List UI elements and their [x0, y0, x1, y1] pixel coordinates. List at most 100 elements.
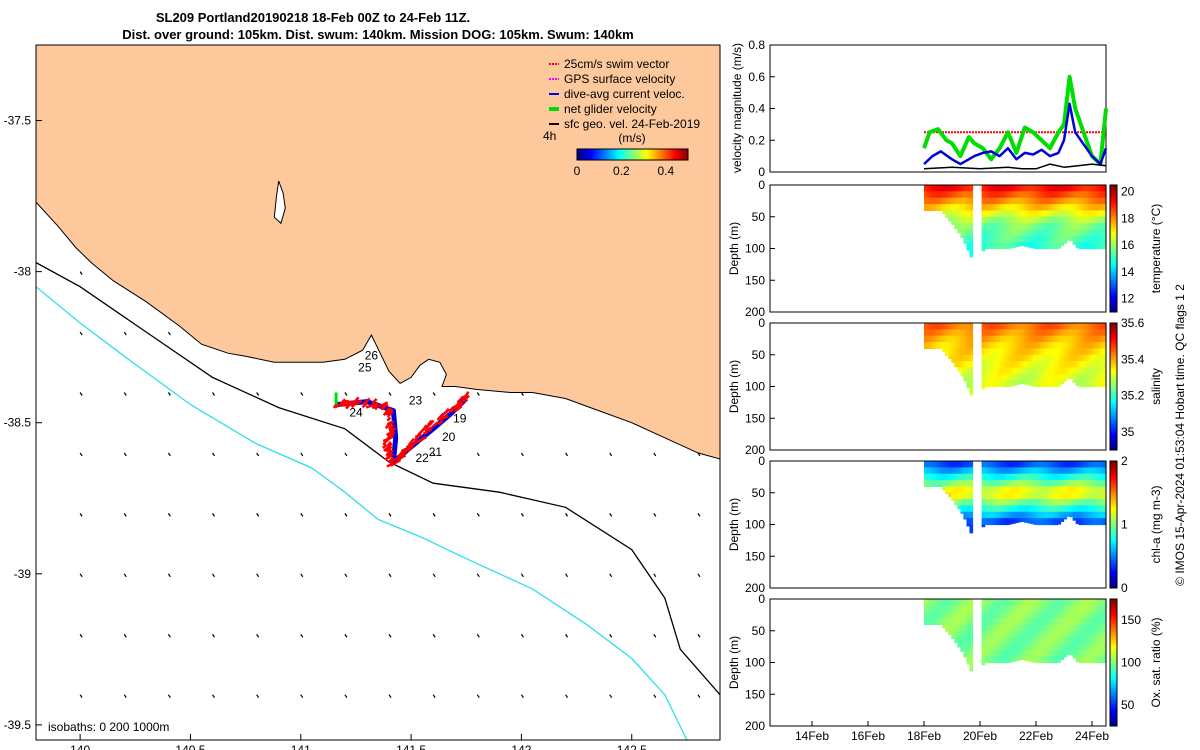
section-cell-1-380	[1063, 348, 1068, 356]
swim-vector-92	[427, 419, 433, 426]
section-cell-0-10	[930, 197, 934, 205]
section-cell-0-484	[1096, 185, 1101, 192]
section-cell-0-359	[1057, 204, 1062, 211]
map-colorbar-cell-30	[607, 149, 609, 160]
section-cell-1-394	[1066, 373, 1071, 379]
geo-vector-61	[123, 633, 127, 638]
section-cell-1-96	[969, 342, 974, 349]
sec-colorbar-cell-2-42	[1110, 503, 1117, 505]
section-cell-3-358	[1057, 611, 1062, 619]
swim-vector-59	[385, 448, 393, 457]
section-cell-2-509	[1103, 492, 1107, 500]
section-cell-1-297	[1039, 329, 1043, 337]
section-cell-2-390	[1066, 486, 1071, 494]
section-cell-0-122	[984, 223, 989, 230]
section-cell-1-287	[1036, 329, 1040, 337]
sec-colorbar-cell-3-26	[1110, 625, 1117, 627]
section-cell-2-171	[999, 492, 1004, 500]
sec-colorbar-cell-2-36	[1110, 497, 1117, 499]
section-cell-1-196	[1008, 323, 1013, 330]
section-cell-3-46	[951, 630, 955, 638]
section-cell-0-505	[1103, 191, 1107, 199]
section-cell-0-7	[927, 204, 931, 211]
section-cell-0-115	[981, 248, 986, 252]
section-cell-3-449	[1084, 630, 1089, 638]
section-cell-0-113	[981, 235, 986, 243]
section-cell-2-103	[969, 524, 974, 532]
section-cell-1-266	[1030, 323, 1034, 330]
section-cell-3-426	[1078, 611, 1083, 619]
section-cell-3-13	[933, 605, 937, 613]
map-colorbar-cell-52	[629, 149, 631, 160]
section-cell-1-337	[1051, 329, 1055, 337]
section-cell-2-333	[1048, 505, 1052, 513]
sec-colorbar-cell-1-14	[1110, 337, 1117, 339]
section-cell-3-482	[1093, 649, 1098, 657]
section-cell-1-271	[1030, 354, 1034, 362]
section-cell-3-376	[1063, 599, 1068, 606]
section-cell-2-208	[1012, 473, 1016, 481]
map-colorbar-cell-48	[625, 149, 627, 160]
sec-cbar-label-2: chl-a (mg m-3)	[1149, 485, 1163, 563]
sec-colorbar-cell-0-110	[1110, 295, 1117, 297]
sec-colorbar-cell-3-32	[1110, 631, 1117, 633]
section-cell-1-302	[1039, 361, 1043, 368]
section-cell-1-434	[1081, 323, 1086, 330]
geo-vector-37	[388, 513, 392, 517]
section-cell-0-101	[969, 235, 974, 243]
sec-colorbar-cell-3-119	[1110, 718, 1117, 720]
section-cell-1-409	[1072, 354, 1077, 362]
section-cell-0-182	[1002, 223, 1007, 230]
section-cell-0-36	[948, 191, 952, 199]
sec-colorbar-cell-0-31	[1110, 216, 1117, 218]
section-cell-0-501	[1099, 229, 1104, 237]
section-cell-0-191	[1005, 216, 1010, 224]
section-cell-1-28	[942, 348, 946, 353]
sec-colorbar-cell-0-11	[1110, 196, 1117, 198]
sec-colorbar-cell-2-0	[1110, 461, 1117, 463]
section-cell-0-55	[957, 185, 961, 192]
section-cell-2-350	[1054, 486, 1058, 494]
section-cell-2-459	[1087, 492, 1092, 500]
section-cell-2-312	[1042, 499, 1046, 506]
swim-vector-91	[427, 426, 434, 433]
section-cell-1-156	[996, 323, 1001, 330]
section-cell-0-9	[930, 191, 934, 199]
section-cell-0-110	[981, 216, 986, 224]
section-cell-0-399	[1069, 210, 1074, 218]
section-cell-2-420	[1075, 499, 1080, 506]
sec-colorbar-cell-3-124	[1110, 723, 1117, 725]
section-cell-2-97	[969, 486, 974, 494]
section-cell-2-86	[966, 486, 971, 494]
section-cell-3-74	[963, 611, 967, 619]
section-cell-2-386	[1066, 461, 1071, 468]
sec-colorbar-cell-0-42	[1110, 227, 1117, 229]
section-cell-2-145	[990, 518, 995, 526]
section-cell-1-13	[933, 329, 937, 337]
section-cell-2-197	[1008, 467, 1013, 475]
sec-colorbar-cell-3-105	[1110, 704, 1117, 706]
sec-colorbar-cell-2-4	[1110, 465, 1117, 467]
sec-colorbar-cell-1-89	[1110, 412, 1117, 414]
section-cell-1-231	[1018, 354, 1022, 362]
section-cell-3-58	[957, 618, 961, 625]
section-cell-1-279	[1033, 342, 1037, 349]
section-cell-0-177	[1002, 191, 1007, 199]
sec-colorbar-cell-2-64	[1110, 525, 1117, 527]
section-cell-3-211	[1012, 630, 1016, 638]
section-cell-3-503	[1099, 656, 1104, 664]
sec-colorbar-cell-1-66	[1110, 389, 1117, 391]
sec-colorbar-cell-3-34	[1110, 633, 1117, 635]
sec-colorbar-cell-3-56	[1110, 655, 1117, 657]
section-cell-3-296	[1039, 599, 1043, 606]
section-cell-1-82	[966, 323, 971, 330]
section-cell-3-441	[1081, 643, 1086, 651]
section-cell-1-134	[987, 373, 992, 381]
section-cell-1-421	[1075, 367, 1080, 375]
sec-colorbar-cell-3-118	[1110, 717, 1117, 719]
sec-colorbar-cell-2-52	[1110, 513, 1117, 515]
section-cell-0-431	[1078, 229, 1083, 237]
sec-colorbar-cell-2-83	[1110, 544, 1117, 546]
section-cell-3-389	[1066, 618, 1071, 625]
section-cell-3-287	[1036, 605, 1040, 613]
